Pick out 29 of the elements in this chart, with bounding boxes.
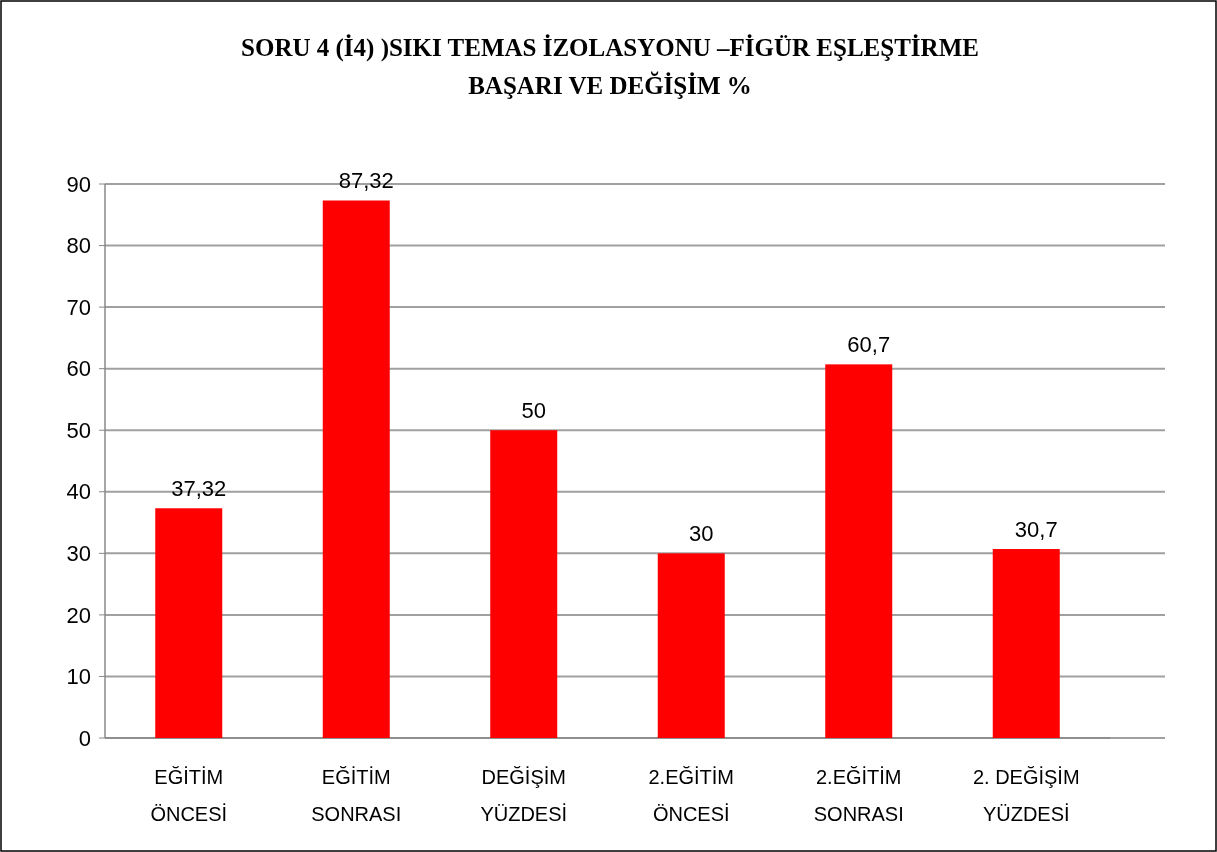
y-tick-label: 10 <box>66 664 91 690</box>
bar <box>825 364 893 738</box>
data-label: 37,32 <box>171 476 227 502</box>
y-tick-label: 80 <box>66 233 91 259</box>
x-tick-label: 2.EĞİTİM SONRASI <box>813 766 904 825</box>
y-tick-label: 70 <box>66 294 91 320</box>
bar <box>657 553 725 738</box>
data-label: 87,32 <box>338 168 394 194</box>
x-tick-label: EĞİTİM ÖNCESİ <box>150 766 228 825</box>
bar <box>155 508 223 738</box>
x-tick-label: 2. DEĞİŞİM YÜZDESİ <box>972 766 1080 825</box>
x-tick-label: EĞİTİM SONRASI <box>311 766 402 825</box>
bar <box>992 549 1060 738</box>
y-tick-label: 90 <box>66 171 91 197</box>
y-tick-label: 30 <box>66 541 91 567</box>
bar <box>322 200 390 738</box>
y-tick-label: 50 <box>66 417 91 443</box>
chart-title: SORU 4 (İ4) )SIKI TEMAS İZOLASYONU –FİGÜR EŞLEŞTİRME BAŞARI VE DEĞİŞİM % <box>241 34 979 99</box>
y-tick-label: 0 <box>78 725 91 751</box>
data-label: 60,7 <box>847 332 891 358</box>
data-label: 30 <box>689 521 714 547</box>
data-label: 30,7 <box>1014 517 1058 543</box>
x-tick-label: 2.EĞİTİM ÖNCESİ <box>648 766 735 825</box>
data-label: 50 <box>521 398 546 424</box>
x-tick-label: DEĞİŞİM YÜZDESİ <box>480 766 568 825</box>
y-tick-label: 40 <box>66 479 91 505</box>
y-tick-label: 20 <box>66 602 91 628</box>
y-tick-label: 60 <box>66 356 91 382</box>
bar <box>490 430 558 738</box>
